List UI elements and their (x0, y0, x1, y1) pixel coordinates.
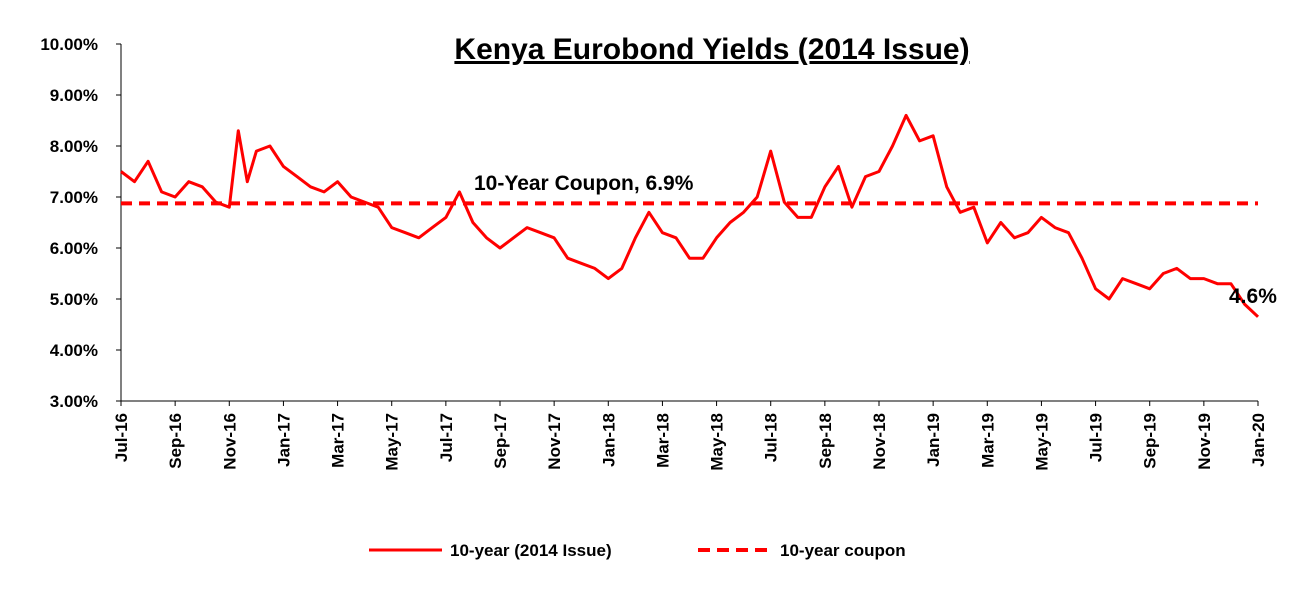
x-tick-label: Sep-17 (491, 413, 510, 469)
y-tick-label: 3.00% (50, 392, 98, 411)
x-tick-label: Mar-18 (653, 413, 672, 468)
x-tick-label: Nov-18 (870, 413, 889, 470)
y-tick-label: 9.00% (50, 86, 98, 105)
x-tick-label: Nov-19 (1195, 413, 1214, 470)
x-tick-label: Jul-19 (1087, 413, 1106, 462)
x-tick-label: Jul-16 (112, 413, 131, 462)
chart-title: Kenya Eurobond Yields (2014 Issue) (454, 33, 969, 66)
legend-label-yield: 10-year (2014 Issue) (450, 541, 612, 560)
yield-series-line (120, 113, 1260, 318)
x-tick-label: Jan-17 (274, 413, 293, 467)
legend-label-coupon: 10-year coupon (780, 541, 906, 560)
x-tick-label: May-17 (383, 413, 402, 471)
y-tick-label: 8.00% (50, 137, 98, 156)
y-tick-label: 4.00% (50, 341, 98, 360)
last-value-annotation: 4.6% (1229, 285, 1277, 308)
x-tick-label: Nov-17 (545, 413, 564, 470)
y-tick-label: 7.00% (50, 188, 98, 207)
y-tick-label: 6.00% (50, 239, 98, 258)
x-tick-label: May-18 (708, 413, 727, 471)
x-tick-label: Jul-17 (437, 413, 456, 462)
y-tick-label: 10.00% (40, 35, 98, 54)
y-axis-ticks: 3.00% 4.00% 5.00% 6.00% 7.00% 8.00% 9.00% 10.00… (40, 35, 121, 411)
x-tick-label: Jul-18 (762, 413, 781, 462)
x-tick-label: Mar-17 (329, 413, 348, 468)
legend: 10-year (2014 Issue) 10-year coupon (369, 541, 906, 560)
y-tick-label: 5.00% (50, 290, 98, 309)
x-tick-label: Jan-20 (1249, 413, 1268, 467)
x-tick-label: Sep-16 (166, 413, 185, 469)
x-tick-label: Mar-19 (978, 413, 997, 468)
coupon-annotation: 10-Year Coupon, 6.9% (474, 172, 694, 195)
x-tick-label: May-19 (1032, 413, 1051, 471)
x-axis-ticks: Jul-16 Sep-16 Nov-16 Jan-17 Mar-17 May-17 Jul-… (112, 401, 1268, 471)
x-tick-label: Sep-18 (816, 413, 835, 469)
x-tick-label: Sep-19 (1141, 413, 1160, 469)
x-tick-label: Nov-16 (220, 413, 239, 470)
x-tick-label: Jan-18 (599, 413, 618, 467)
x-tick-label: Jan-19 (924, 413, 943, 467)
